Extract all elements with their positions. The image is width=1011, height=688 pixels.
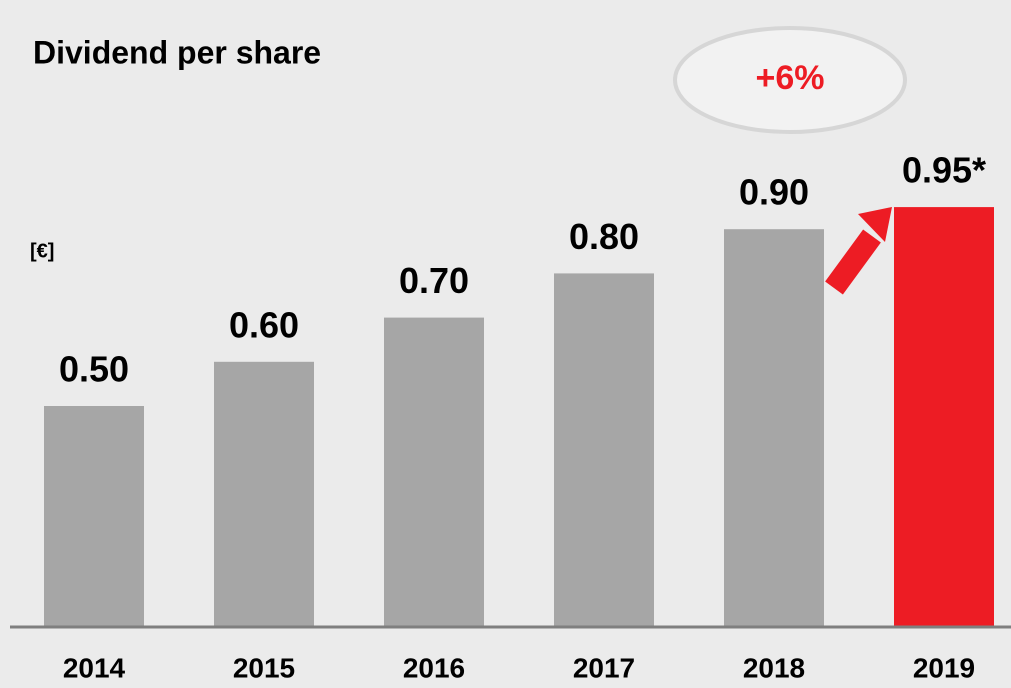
- value-label: 0.95*: [902, 150, 986, 191]
- x-tick-label: 2017: [573, 652, 635, 683]
- bar: [44, 406, 144, 627]
- value-label: 0.70: [399, 260, 469, 301]
- bar: [724, 229, 824, 627]
- x-tick-label: 2019: [913, 652, 975, 683]
- chart-title: Dividend per share: [33, 34, 321, 70]
- arrow-head: [858, 207, 892, 242]
- growth-arrow: [825, 207, 892, 295]
- x-tick-label: 2014: [63, 652, 126, 683]
- bar: [894, 207, 994, 627]
- value-label: 0.60: [229, 304, 299, 345]
- bar: [214, 361, 314, 627]
- value-label: 0.80: [569, 216, 639, 257]
- bar: [384, 317, 484, 627]
- value-label: 0.90: [739, 172, 809, 213]
- arrow-shaft: [825, 229, 881, 295]
- annotation: +6%: [756, 59, 825, 97]
- value-label: 0.50: [59, 349, 129, 390]
- unit-label: [€]: [30, 240, 54, 262]
- x-tick-label: 2016: [403, 652, 465, 683]
- annotation-bubble: [673, 26, 907, 134]
- bar: [554, 273, 654, 627]
- x-tick-label: 2015: [233, 652, 295, 683]
- x-tick-label: 2018: [743, 652, 805, 683]
